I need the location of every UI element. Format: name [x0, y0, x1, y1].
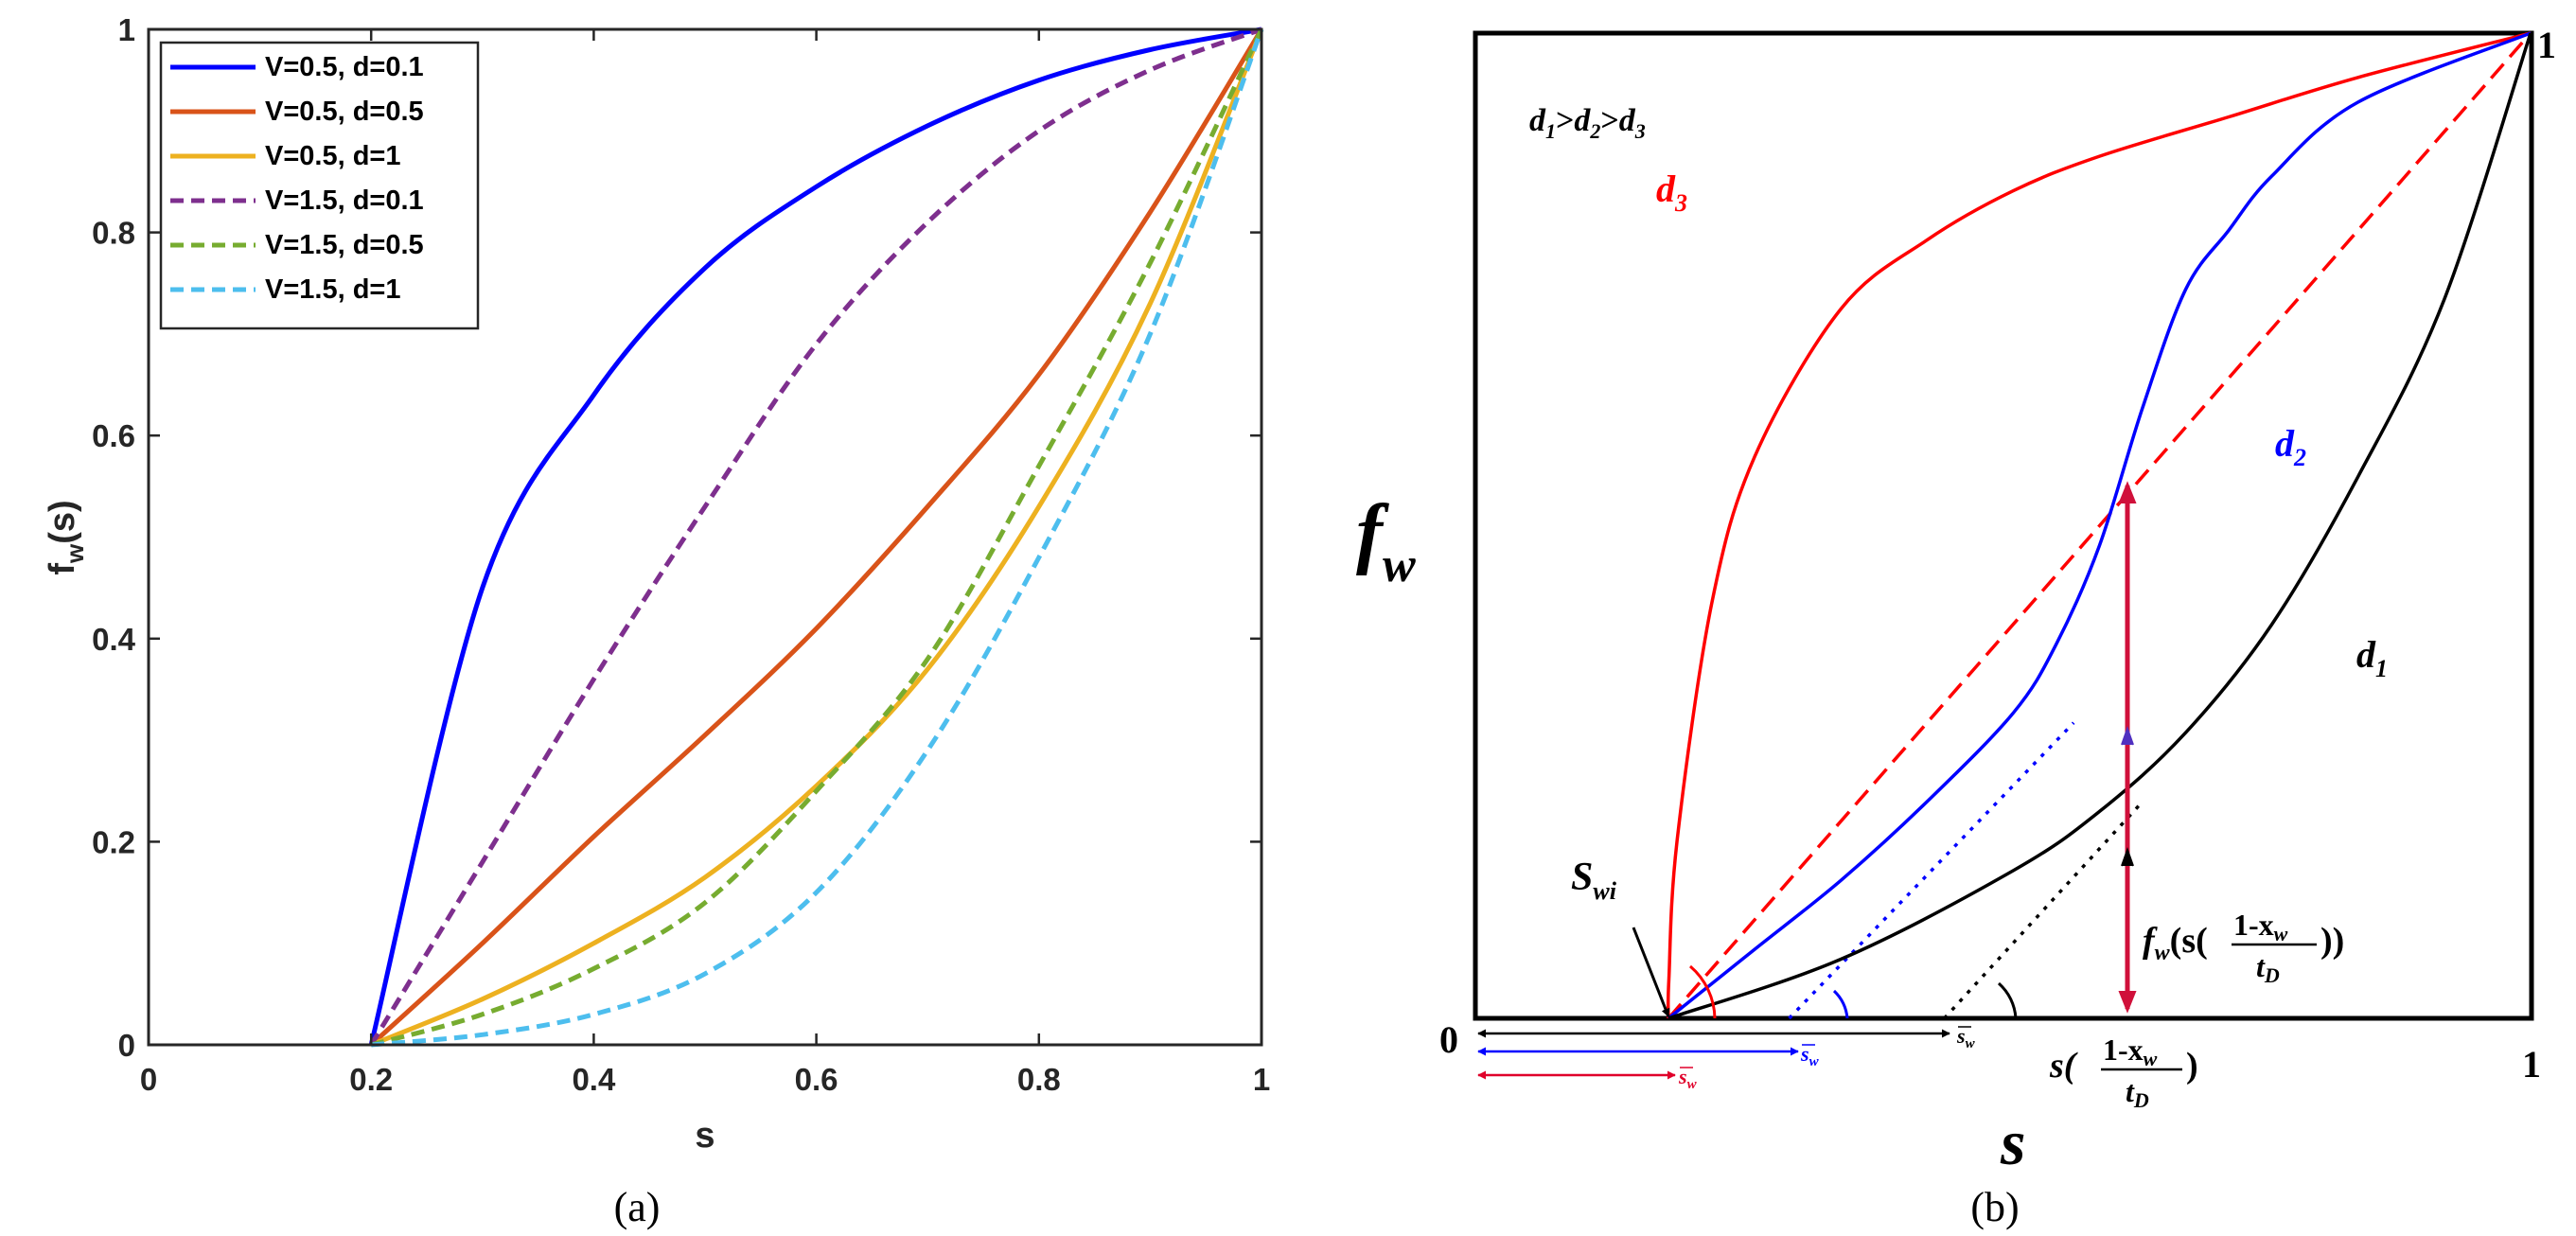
order-note: d1>d2>d3 [1529, 103, 1646, 143]
panel-b-curves [1666, 31, 2532, 1020]
x-tick-label: 0.6 [795, 1062, 838, 1097]
legend-label-1: V=0.5, d=0.1 [265, 52, 424, 82]
curve-d3 [1666, 31, 2532, 1019]
d3-label: d3 [1656, 168, 1687, 217]
svg-text:sw: sw [1678, 1065, 1698, 1092]
svg-text:s(: s( [2049, 1046, 2078, 1086]
panel-b-axes-box [1473, 30, 2534, 1021]
series-line-6 [370, 28, 1264, 1048]
black-sbar-label: sw [1956, 1024, 1976, 1051]
panel-a-x-label: s [695, 1116, 715, 1156]
svg-text:)): )) [2320, 921, 2344, 961]
black-dotted-tangent [1943, 800, 2144, 1020]
black-angle-arc [1997, 981, 2018, 1019]
x-max-label: 1 [2522, 1043, 2541, 1086]
svg-text:): ) [2186, 1046, 2198, 1086]
panel-b-caption: (b) [1970, 1184, 2019, 1230]
legend-label-5: V=1.5, d=0.5 [265, 230, 424, 260]
curve-d1 [1667, 32, 2532, 1020]
svg-text:tD: tD [2126, 1074, 2149, 1112]
y-tick-label: 0.4 [92, 622, 136, 657]
legend-label-3: V=0.5, d=1 [265, 141, 401, 171]
x-tick-label: 0.4 [572, 1062, 616, 1097]
blue-curve-marker [2121, 725, 2134, 746]
red-sbar-label: sw [1678, 1065, 1698, 1092]
svg-text:sw: sw [1800, 1042, 1820, 1069]
panel-b-x-label: s [2000, 1106, 2025, 1178]
legend-label-2: V=0.5, d=0.5 [265, 97, 424, 127]
d1-label: d1 [2356, 633, 2388, 682]
x-tick-label: 0 [140, 1062, 157, 1097]
legend-box [159, 41, 480, 330]
svg-text:tD: tD [2256, 949, 2280, 987]
y-tick-label: 0.6 [92, 418, 135, 453]
blue-angle-arc [1832, 989, 1849, 1019]
x-tick-label: 1 [1253, 1062, 1270, 1097]
panel-a-y-label: fw(s) [43, 500, 89, 574]
legend-label-4: V=1.5, d=0.1 [265, 185, 424, 216]
swi-label: Swi [1571, 856, 1617, 905]
panel-b-y-label: fw [1356, 488, 1416, 592]
panel-a-ticks: 0 0.2 0.4 0.6 0.8 1 0 0.2 0.4 0.6 0.8 1 [92, 12, 1270, 1097]
legend-label-6: V=1.5, d=1 [265, 274, 401, 305]
panel-a-series [368, 26, 1264, 1048]
y-tick-label: 0.2 [92, 824, 135, 859]
swi-arrow [1632, 927, 1670, 1017]
curve-d2 [1667, 31, 2532, 1020]
panel-a-legend: V=0.5, d=0.1 V=0.5, d=0.5 V=0.5, d=1 V=1.5,… [159, 41, 480, 330]
x-marker-formula-label: s( 1-xw tD ) [2049, 1033, 2198, 1112]
arrow-formula-label: fw(s( 1-xw tD )) [2143, 908, 2344, 987]
svg-text:sw: sw [1956, 1024, 1976, 1051]
series-line-5 [370, 27, 1264, 1048]
series-line-1 [368, 26, 1262, 1046]
panel-a: 0 0.2 0.4 0.6 0.8 1 0 0.2 0.4 0.6 0.8 1 s fw(s) V=0… [43, 12, 1270, 1230]
panel-a-caption: (a) [614, 1184, 661, 1230]
panel-a-axes-box [147, 27, 1263, 1047]
x-tick-label: 0.8 [1017, 1062, 1061, 1097]
series-line-4 [369, 26, 1262, 1047]
y-tick-label: 1 [118, 12, 135, 47]
d2-label: d2 [2275, 422, 2306, 471]
svg-text:fw(s(: fw(s( [2143, 921, 2208, 965]
x-tick-label: 0.2 [349, 1062, 393, 1097]
series-line-2 [369, 27, 1264, 1047]
y-max-label: 1 [2537, 24, 2556, 66]
red-angle-arc [1689, 964, 1717, 1019]
x-origin-label: 0 [1439, 1018, 1458, 1061]
panel-b: sw sw sw 0 1 1 fw s d1>d2>d3 d3 d2 d1 Sw… [1356, 24, 2556, 1230]
y-tick-label: 0.8 [92, 216, 135, 251]
svg-text:1-xw: 1-xw [2103, 1033, 2158, 1070]
red-dashed-line [1667, 31, 2532, 1020]
y-tick-label: 0 [118, 1028, 135, 1063]
black-curve-marker [2121, 846, 2134, 867]
svg-text:1-xw: 1-xw [2233, 908, 2288, 945]
blue-dotted-tangent [1788, 721, 2075, 1020]
blue-sbar-label: sw [1800, 1042, 1820, 1069]
